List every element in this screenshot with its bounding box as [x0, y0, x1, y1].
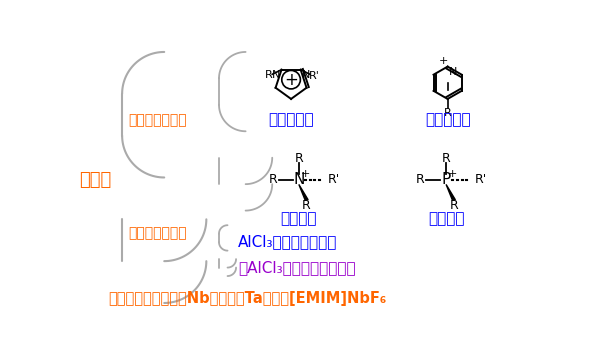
Text: R: R	[264, 70, 272, 80]
Polygon shape	[299, 184, 308, 200]
Text: R': R'	[327, 173, 340, 186]
Text: N: N	[301, 70, 310, 80]
Text: +: +	[448, 169, 457, 179]
Text: +: +	[439, 56, 448, 66]
Text: AlCl₃型（厀代盐型）: AlCl₃型（厀代盐型）	[238, 234, 338, 249]
Text: +: +	[300, 169, 310, 179]
Text: 季膚盐类: 季膚盐类	[428, 211, 464, 226]
Text: 非AlCl₃型（新离子液体）: 非AlCl₃型（新离子液体）	[238, 260, 356, 275]
Text: R': R'	[475, 173, 487, 186]
Text: 其他：过渡金属銮（Nb）、鱽（Ta）制得[EMIM]NbF₆: 其他：过渡金属銮（Nb）、鱽（Ta）制得[EMIM]NbF₆	[108, 291, 387, 306]
Text: 烷基咊唑类: 烷基咊唑类	[268, 112, 314, 127]
Text: R: R	[416, 173, 425, 186]
Text: 烷基吠啊类: 烷基吠啊类	[425, 112, 471, 127]
Text: P: P	[442, 172, 451, 187]
Text: R: R	[450, 199, 458, 212]
Text: N: N	[448, 67, 457, 77]
Text: R: R	[442, 152, 451, 165]
Text: 季録盐类: 季録盐类	[281, 211, 317, 226]
Text: N: N	[272, 70, 281, 80]
Polygon shape	[446, 184, 456, 200]
Text: R': R'	[309, 71, 320, 81]
Text: 按阴离子分类：: 按阴离子分类：	[128, 227, 187, 241]
Text: R: R	[269, 173, 278, 186]
Text: N: N	[293, 172, 304, 187]
Text: R: R	[302, 199, 311, 212]
Text: R: R	[443, 108, 451, 118]
Text: 按氧离子分类：: 按氧离子分类：	[128, 113, 187, 127]
Text: +: +	[284, 71, 298, 89]
Text: 分类：: 分类：	[79, 171, 112, 189]
Text: R: R	[295, 152, 303, 165]
